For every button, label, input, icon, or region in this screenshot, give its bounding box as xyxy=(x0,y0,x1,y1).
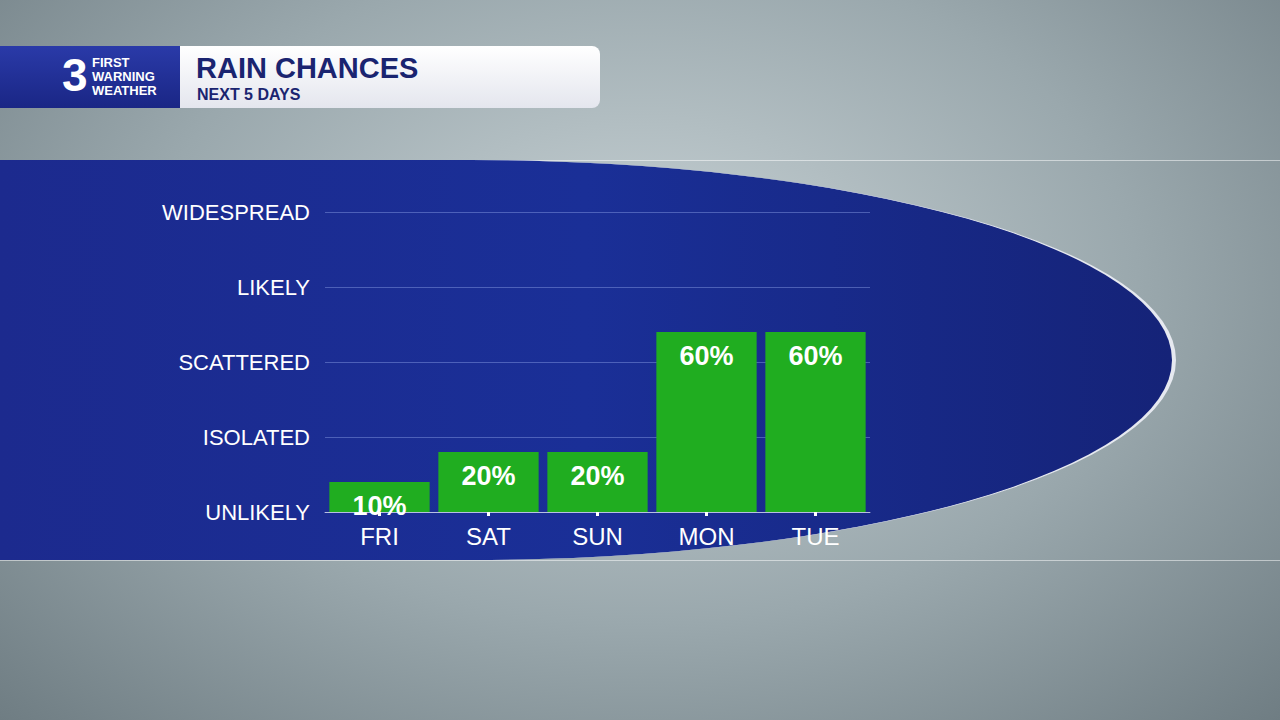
svg-text:UNLIKELY: UNLIKELY xyxy=(205,500,310,525)
svg-text:60%: 60% xyxy=(788,341,842,371)
svg-text:SUN: SUN xyxy=(572,523,623,550)
svg-text:20%: 20% xyxy=(570,461,624,491)
html-text:WARNING: WARNING xyxy=(92,69,155,84)
svg-text:SAT: SAT xyxy=(466,523,511,550)
svg-text:ISOLATED: ISOLATED xyxy=(203,425,310,450)
svg-text:TUE: TUE xyxy=(792,523,840,550)
svg-text:60%: 60% xyxy=(679,341,733,371)
svg-text:SCATTERED: SCATTERED xyxy=(178,350,310,375)
html-text:3: 3 xyxy=(62,49,88,101)
svg-text:WIDESPREAD: WIDESPREAD xyxy=(162,200,310,225)
svg-text:LIKELY: LIKELY xyxy=(237,275,310,300)
svg-text:FRI: FRI xyxy=(360,523,399,550)
svg-text:20%: 20% xyxy=(461,461,515,491)
html-text:FIRST: FIRST xyxy=(92,55,130,70)
html-text:NEXT 5 DAYS: NEXT 5 DAYS xyxy=(197,86,301,103)
html-text:RAIN CHANCES: RAIN CHANCES xyxy=(196,52,419,84)
html-text:WEATHER: WEATHER xyxy=(92,83,157,98)
svg-text:10%: 10% xyxy=(352,491,406,521)
svg-text:MON: MON xyxy=(679,523,735,550)
